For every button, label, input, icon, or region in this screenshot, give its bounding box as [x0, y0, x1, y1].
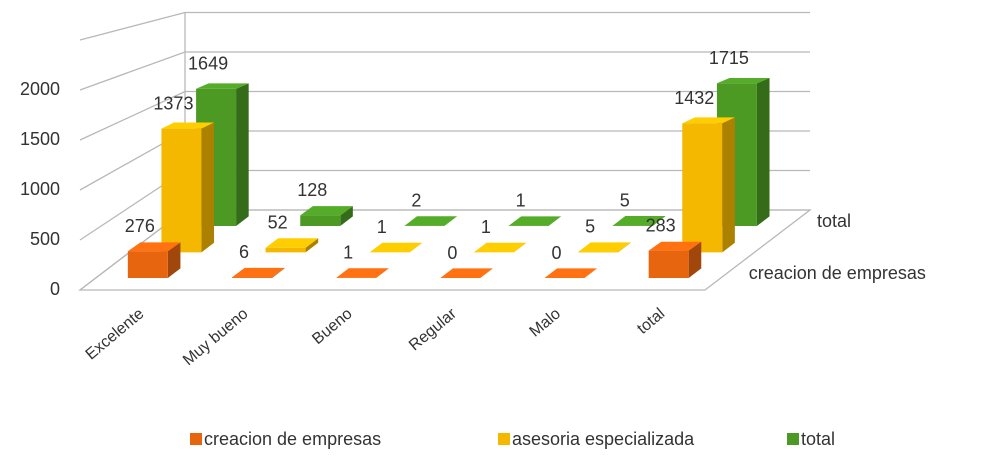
bar-3d: [336, 268, 389, 278]
bar-3d: [509, 216, 562, 226]
data-label: 1373: [153, 93, 193, 113]
bar-3d: [370, 243, 423, 253]
bar-side: [757, 78, 770, 226]
bar-3d: [266, 238, 319, 252]
data-label: 1649: [188, 54, 228, 74]
data-label: 1: [516, 191, 526, 211]
bar: [128, 251, 168, 278]
bar: [682, 123, 722, 252]
data-label: 1: [343, 243, 353, 263]
y-tick-label: 2000: [20, 79, 60, 99]
bar-3d: [232, 268, 285, 278]
bar-top: [578, 242, 631, 252]
x-tick-label: Excelente: [83, 305, 148, 363]
bar-3d: [404, 216, 457, 226]
legend-label: total: [801, 429, 835, 449]
data-label: 52: [268, 212, 288, 232]
bar-top: [336, 268, 389, 278]
data-label: 1715: [709, 48, 749, 68]
data-label: 1: [481, 217, 491, 237]
data-label: 1432: [674, 88, 714, 108]
bar-side: [236, 83, 249, 226]
data-label: 5: [585, 217, 595, 237]
data-label: 283: [646, 215, 676, 235]
bar-3d: [474, 243, 527, 253]
x-tick-label: Muy bueno: [180, 305, 252, 369]
bar-3d: [128, 242, 181, 278]
wall-edge: [80, 13, 810, 41]
bar-3d: [649, 242, 702, 278]
bar-top: [370, 243, 423, 253]
data-label: 276: [125, 216, 155, 236]
bar: [161, 129, 201, 253]
data-label: 5: [620, 190, 630, 210]
bar-side: [201, 123, 214, 253]
bar: [266, 248, 306, 253]
data-label: 128: [297, 180, 327, 200]
x-tick-label: Malo: [527, 305, 565, 340]
bar: [300, 215, 340, 226]
bar-3d: [161, 123, 214, 253]
bar-3d: [440, 268, 493, 278]
y-tick-label: 1000: [20, 179, 60, 199]
legend-swatch: [190, 433, 202, 445]
x-tick-label: total: [634, 305, 668, 337]
x-tick-label: Regular: [406, 305, 460, 354]
depth-label: total: [817, 211, 851, 231]
bar-side: [722, 117, 735, 252]
bar: [232, 277, 272, 278]
data-label: 2: [411, 191, 421, 211]
y-tick-label: 0: [50, 279, 60, 299]
legend-swatch: [498, 433, 510, 445]
data-label: 0: [447, 243, 457, 263]
bar-top: [509, 216, 562, 226]
data-label: 6: [239, 242, 249, 262]
data-label: 1: [377, 217, 387, 237]
x-tick-label: Bueno: [309, 305, 355, 348]
depth-label: creacion de empresas: [749, 263, 926, 283]
legend-label: creacion de empresas: [204, 429, 381, 449]
y-tick-label: 1500: [20, 129, 60, 149]
bar-top: [474, 243, 527, 253]
bar-top: [232, 268, 285, 278]
bar-top: [404, 216, 457, 226]
bar-top: [545, 268, 598, 278]
data-label: 0: [551, 243, 561, 263]
bar: [649, 251, 689, 278]
bar-3d: [578, 242, 631, 252]
legend-swatch: [787, 433, 799, 445]
bar-3d: [545, 268, 598, 278]
bar-3d: [300, 206, 353, 226]
bar-top: [440, 268, 493, 278]
y-tick-label: 500: [30, 229, 60, 249]
legend-label: asesoria especializada: [512, 429, 695, 449]
bar-3d: [682, 117, 735, 252]
